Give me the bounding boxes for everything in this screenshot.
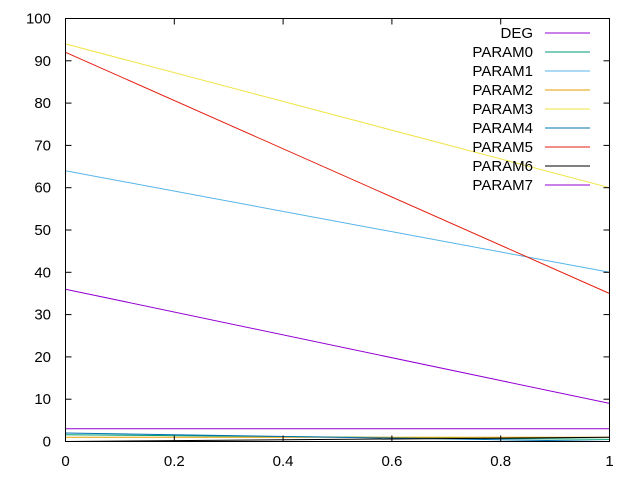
legend-label: PARAM4 xyxy=(472,120,533,137)
series-line-param1 xyxy=(65,170,610,273)
x-tick-label: 0 xyxy=(61,453,69,470)
legend: DEG PARAM0 PARAM1 PARAM2 PARAM3 PARAM4 PARAM5 P… xyxy=(472,25,590,194)
legend-item-param5: PARAM5 xyxy=(472,139,590,156)
legend-label: DEG xyxy=(500,25,533,42)
series-line-param4 xyxy=(65,432,610,442)
legend-item-param6: PARAM6 xyxy=(472,158,590,175)
legend-item-param2: PARAM2 xyxy=(472,82,590,99)
legend-label: PARAM7 xyxy=(472,177,533,194)
x-tick-label: 0.4 xyxy=(273,453,294,470)
legend-item-param1: PARAM1 xyxy=(472,63,590,80)
y-tick-label: 90 xyxy=(34,53,51,70)
series-line-param6 xyxy=(65,436,610,442)
legend-item-param3: PARAM3 xyxy=(472,101,590,118)
legend-item-deg: DEG xyxy=(500,25,590,42)
x-tick-label: 1 xyxy=(605,453,613,470)
x-tick-label: 0.8 xyxy=(490,453,511,470)
series-line-param5 xyxy=(65,51,610,294)
series-line-param7 xyxy=(65,288,610,404)
plot-lines xyxy=(65,43,610,442)
y-tick-label: 40 xyxy=(34,264,51,281)
y-tick-label: 80 xyxy=(34,95,51,112)
y-tick-label: 10 xyxy=(34,391,51,408)
y-axis: 0 10 20 30 40 50 60 70 80 90 100 xyxy=(26,11,610,451)
y-tick-label: 0 xyxy=(43,434,51,451)
legend-item-param7: PARAM7 xyxy=(472,177,590,194)
legend-label: PARAM1 xyxy=(472,63,533,80)
legend-label: PARAM6 xyxy=(472,158,533,175)
legend-label: PARAM5 xyxy=(472,139,533,156)
legend-label: PARAM3 xyxy=(472,101,533,118)
y-tick-label: 20 xyxy=(34,349,51,366)
legend-label: PARAM2 xyxy=(472,82,533,99)
y-tick-label: 60 xyxy=(34,180,51,197)
legend-item-param0: PARAM0 xyxy=(472,44,590,61)
legend-label: PARAM0 xyxy=(472,44,533,61)
y-tick-label: 30 xyxy=(34,307,51,324)
x-axis: 0 0.2 0.4 0.6 0.8 1 xyxy=(61,18,614,470)
series-line-param3 xyxy=(65,43,610,189)
y-tick-label: 100 xyxy=(26,11,51,28)
x-tick-label: 0.6 xyxy=(381,453,402,470)
x-tick-label: 0.2 xyxy=(164,453,185,470)
legend-item-param4: PARAM4 xyxy=(472,120,590,137)
y-tick-label: 70 xyxy=(34,137,51,154)
y-tick-label: 50 xyxy=(34,222,51,239)
